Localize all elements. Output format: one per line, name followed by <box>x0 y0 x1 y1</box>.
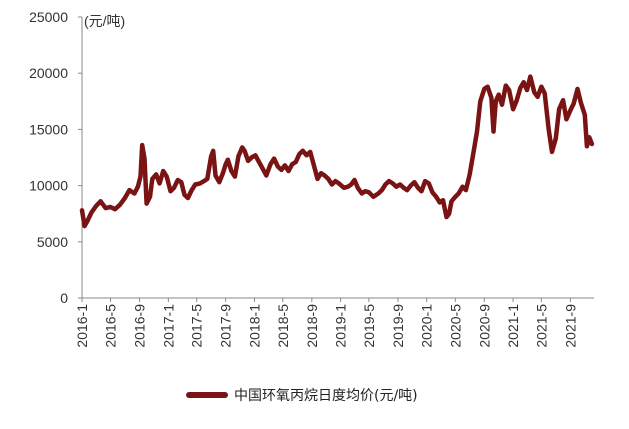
x-tick-label: 2020-5 <box>447 304 463 348</box>
legend-swatch <box>186 392 228 398</box>
x-tick-label: 2019-5 <box>361 304 377 348</box>
x-tick-label: 2020-9 <box>476 304 492 348</box>
x-tick-label: 2016-1 <box>74 304 90 348</box>
x-tick-label: 2016-5 <box>103 304 119 348</box>
x-tick-label: 2017-1 <box>160 304 176 348</box>
y-tick-label: 5000 <box>37 234 68 250</box>
x-tick-label: 2017-9 <box>218 304 234 348</box>
series-layer <box>79 74 595 229</box>
y-tick-label: 20000 <box>29 65 68 81</box>
y-tick-label: 10000 <box>29 178 68 194</box>
x-tick-label: 2019-9 <box>390 304 406 348</box>
legend-label: 中国环氧丙烷日度均价(元/吨) <box>234 388 418 404</box>
x-tick-label: 2018-5 <box>275 304 291 348</box>
y-axis-unit-label: (元/吨) <box>84 13 125 29</box>
y-axis: 0 5000 10000 15000 20000 25000 <box>29 9 83 306</box>
y-tick-label: 0 <box>60 290 68 306</box>
y-tick-label: 15000 <box>29 121 68 137</box>
x-tick-label: 2020-1 <box>419 304 435 348</box>
x-tick-label: 2021-5 <box>533 304 549 348</box>
series-line <box>79 74 595 229</box>
x-tick-label: 2017-5 <box>189 304 205 348</box>
x-tick-label: 2019-1 <box>333 304 349 348</box>
x-axis: 2016-1 2016-5 2016-9 2017-1 2017-5 2017-9 2018… <box>74 297 594 348</box>
x-tick-label: 2018-1 <box>246 304 262 348</box>
x-tick-label: 2021-9 <box>562 304 578 348</box>
x-tick-label: 2021-1 <box>505 304 521 348</box>
y-tick-label: 25000 <box>29 9 68 25</box>
legend: 中国环氧丙烷日度均价(元/吨) <box>186 384 418 406</box>
x-tick-label: 2018-9 <box>304 304 320 348</box>
x-tick-label: 2016-9 <box>132 304 148 348</box>
